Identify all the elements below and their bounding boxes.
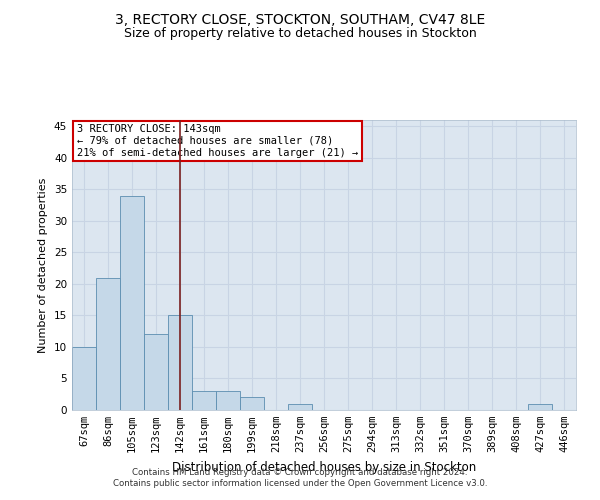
Bar <box>216 391 240 410</box>
Bar <box>144 334 168 410</box>
Bar <box>192 391 216 410</box>
Text: 3 RECTORY CLOSE: 143sqm
← 79% of detached houses are smaller (78)
21% of semi-de: 3 RECTORY CLOSE: 143sqm ← 79% of detache… <box>77 124 358 158</box>
Bar <box>168 316 192 410</box>
Bar <box>96 278 120 410</box>
Text: Size of property relative to detached houses in Stockton: Size of property relative to detached ho… <box>124 28 476 40</box>
Bar <box>528 404 552 410</box>
Text: Contains HM Land Registry data © Crown copyright and database right 2024.
Contai: Contains HM Land Registry data © Crown c… <box>113 468 487 487</box>
Bar <box>240 398 264 410</box>
Bar <box>120 196 144 410</box>
Bar <box>288 404 312 410</box>
Text: 3, RECTORY CLOSE, STOCKTON, SOUTHAM, CV47 8LE: 3, RECTORY CLOSE, STOCKTON, SOUTHAM, CV4… <box>115 12 485 26</box>
X-axis label: Distribution of detached houses by size in Stockton: Distribution of detached houses by size … <box>172 460 476 473</box>
Bar <box>72 347 96 410</box>
Y-axis label: Number of detached properties: Number of detached properties <box>38 178 49 352</box>
